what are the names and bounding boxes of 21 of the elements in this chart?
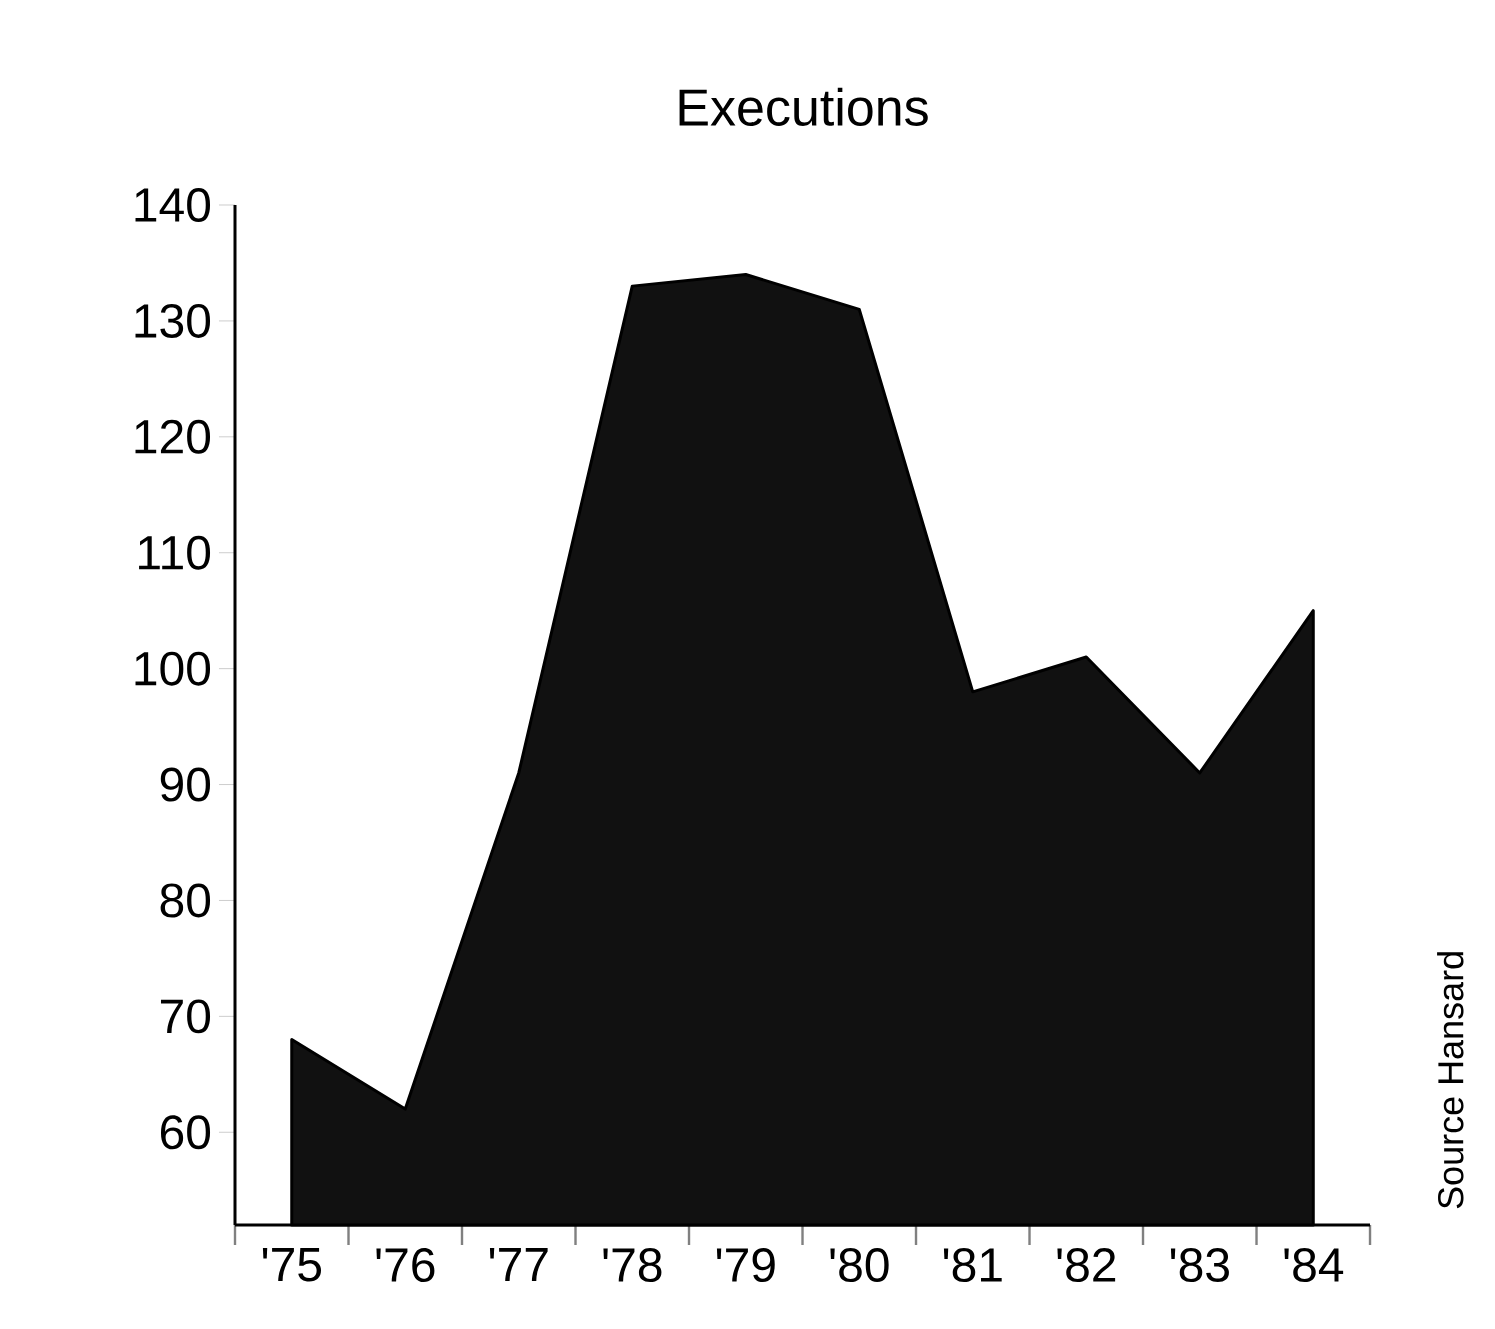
x-tick-label: '75 — [262, 1248, 322, 1282]
y-tick-label: 110 — [139, 535, 211, 570]
source-note: Source Hansard — [1437, 952, 1464, 1209]
y-tick-label: 70 — [160, 999, 211, 1034]
x-tick-label: '84 — [1284, 1248, 1344, 1283]
x-tick-label: '83 — [1170, 1248, 1229, 1283]
x-tick-label: '78 — [603, 1248, 662, 1283]
chart-title: Executions — [679, 87, 928, 126]
x-tick-label: '76 — [376, 1248, 435, 1283]
x-tick-label: '81 — [943, 1248, 1002, 1283]
x-tick-label: '77 — [489, 1248, 548, 1282]
y-tick-label: 120 — [135, 419, 211, 454]
x-tick-label: '79 — [716, 1248, 775, 1283]
y-tick-label: 60 — [160, 1115, 211, 1150]
y-tick-label: 90 — [160, 767, 211, 802]
y-tick-label: 130 — [135, 303, 211, 338]
x-tick-label: '82 — [1057, 1248, 1116, 1283]
y-tick-label: 100 — [135, 651, 211, 686]
y-tick-label: 80 — [160, 883, 211, 918]
y-tick-label: 140 — [135, 188, 211, 222]
x-tick-label: '80 — [830, 1248, 889, 1283]
